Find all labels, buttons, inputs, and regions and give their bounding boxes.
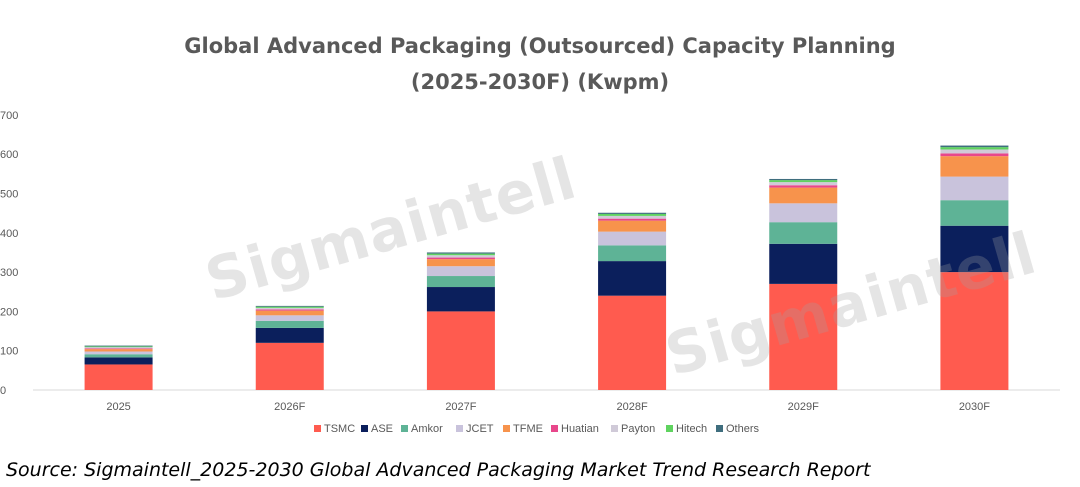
bar-segment-amkor [598,245,667,262]
y-tick-label: 200 [0,306,18,318]
bar-segment-tsmc [940,272,1009,390]
bar-segment-hitech [598,213,667,216]
bar-segment-hitech [255,306,324,308]
bar-segment-jcet [598,231,667,246]
bar-segment-ase [940,225,1009,273]
bar-segment-payton [84,347,153,349]
bar-segment-hitech [84,346,153,348]
legend-label: Payton [621,423,655,435]
bar-segment-others [426,252,495,254]
bar-segment-tfme [598,220,667,232]
y-tick-label: 500 [0,189,18,201]
bar-segment-ase [769,243,838,284]
bar-segment-jcet [426,266,495,277]
legend-swatch [611,425,618,432]
bar-segment-others [769,178,838,181]
bar-segment-jcet [769,203,838,223]
y-tick-label: 600 [0,149,18,161]
legend-label: Others [726,423,760,435]
legend-swatch [456,425,463,432]
bar-segment-jcet [940,176,1009,201]
legend-swatch [361,425,368,432]
legend-label: TSMC [324,423,355,435]
legend-label: Hitech [676,423,707,435]
bar-segment-ase [598,261,667,296]
legend-swatch [716,425,723,432]
bar-segment-amkor [940,200,1009,226]
legend-label: Huatian [561,423,599,435]
bar-segment-tfme [84,349,153,352]
bar-segment-ase [426,287,495,312]
legend-swatch [551,425,558,432]
bar-segment-huatian [940,153,1009,157]
bar-segment-ase [84,357,153,365]
chart-subtitle: (2025-2030F) (Kwpm) [410,70,670,94]
legend-label: Amkor [411,423,443,435]
bar-segment-tfme [426,259,495,267]
legend-swatch [314,425,321,432]
bar-segment-others [255,305,324,307]
bar-segment-hitech [769,180,838,183]
bar-segment-amkor [426,276,495,288]
legend-swatch [503,425,510,432]
bar-segment-tsmc [598,295,667,390]
bar-segment-payton [769,182,838,186]
bar-segment-payton [940,149,1009,154]
bar-segment-tfme [255,310,324,316]
x-tick-label: 2028F [616,401,647,413]
stacked-bar-chart: 0 100 200 300 400 500 600 700 2025 2026F 2027F 2028… [0,110,1060,435]
y-tick-label: 0 [0,385,6,397]
x-tick-label: 2026F [274,401,305,413]
chart-title: Global Advanced Packaging (Outsourced) C… [184,34,896,58]
x-tick-label: 2027F [445,401,476,413]
x-tick-label: 2025 [106,401,130,413]
bar-segment-amkor [84,354,153,358]
bar-segment-hitech [426,253,495,256]
bar-segment-payton [426,255,495,258]
legend-swatch [401,425,408,432]
bar-segment-huatian [769,185,838,188]
bar-segment-jcet [255,315,324,321]
bar-segment-huatian [84,348,153,350]
bar-segment-tsmc [426,311,495,390]
source-note: Source: Sigmaintell_2025-2030 Global Adv… [6,459,871,481]
bar-segment-payton [255,307,324,310]
bar-segment-huatian [598,218,667,221]
legend-label: ASE [371,423,393,435]
bar-segment-huatian [255,309,324,311]
x-tick-label: 2030F [959,401,990,413]
bar-segment-others [84,345,153,347]
legend-label: JCET [466,423,494,435]
y-tick-label: 700 [0,110,18,122]
bar-segment-ase [255,327,324,343]
legend-label: TFME [513,423,543,435]
bar-segment-hitech [940,147,1009,150]
bar-segment-payton [598,215,667,219]
bar-segment-tsmc [769,283,838,390]
bar-segment-tsmc [255,342,324,390]
legend-swatch [666,425,673,432]
bar-segment-tfme [769,187,838,204]
bar-segment-others [598,212,667,214]
bar-segment-tfme [940,156,1009,177]
x-tick-label: 2029F [788,401,819,413]
bar-segment-huatian [426,257,495,260]
bar-segment-jcet [84,351,153,355]
y-tick-label: 100 [0,346,18,358]
bar-segment-others [940,145,1009,148]
bar-segment-amkor [255,320,324,328]
y-tick-label: 300 [0,267,18,279]
bar-segment-tsmc [84,364,153,390]
y-tick-label: 400 [0,228,18,240]
bar-segment-amkor [769,222,838,244]
